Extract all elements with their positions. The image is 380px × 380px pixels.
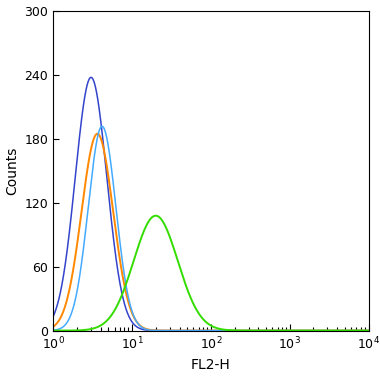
- X-axis label: FL2-H: FL2-H: [191, 358, 231, 372]
- Y-axis label: Counts: Counts: [5, 147, 19, 195]
